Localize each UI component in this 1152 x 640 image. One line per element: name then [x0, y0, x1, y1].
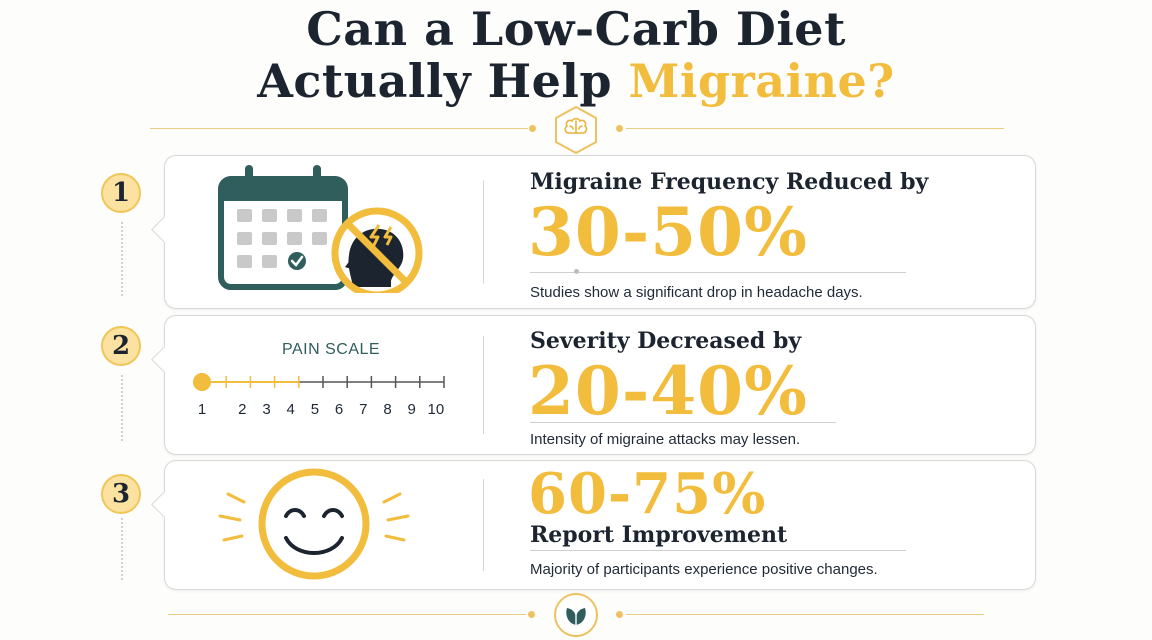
step-number-badge: 2 [101, 326, 141, 366]
card-notch [151, 491, 178, 518]
page-title-line-2: Actually Help Migraine? [0, 58, 1152, 104]
bottom-divider-right [626, 614, 984, 615]
pain-scale-tick-label: 4 [287, 401, 295, 418]
timeline-dots-3 [121, 518, 123, 580]
timeline-dots-2 [121, 375, 123, 441]
stat-underline [530, 272, 906, 273]
step-number-badge: 1 [101, 173, 141, 213]
pain-scale-tick-label: 6 [335, 401, 343, 418]
smiley-face-icon [218, 468, 410, 580]
stat-value: 20-40% [528, 352, 808, 430]
stat-description: Intensity of migraine attacks may lessen… [530, 431, 801, 448]
card-notch [151, 216, 178, 243]
pain-scale-tick-label: 5 [311, 401, 319, 418]
stat-underline [530, 422, 836, 423]
pain-scale-tick-label: 7 [359, 401, 367, 418]
page-title-line-1: Can a Low-Carb Diet [306, 2, 846, 56]
bottom-divider-left [168, 614, 526, 615]
step-number-badge: 3 [101, 474, 141, 514]
stat-card-severity [151, 315, 1036, 455]
title-accent-text: Migraine? [628, 54, 895, 108]
stat-description: Majority of participants experience posi… [530, 561, 878, 578]
card-separator [483, 336, 484, 434]
stat-value: 30-50% [528, 193, 808, 271]
top-divider-left [150, 128, 528, 129]
pain-scale-tick-label: 9 [408, 401, 416, 418]
bottom-divider-dot-right [616, 611, 623, 618]
leaf-icon [554, 593, 598, 637]
card-separator [483, 479, 484, 571]
pain-scale-tick-label: 2 [238, 401, 246, 418]
title-plain-text: Actually Help [257, 54, 612, 108]
bottom-divider-dot-left [528, 611, 535, 618]
brain-icon [555, 105, 597, 155]
pain-scale-tick-label: 8 [383, 401, 391, 418]
pain-scale-slider: 1 2 3 4 5 6 7 8 9 10 [193, 373, 445, 418]
card-notch [151, 346, 178, 373]
stat-description: Studies show a significant drop in heada… [530, 284, 863, 301]
stat-heading: Report Improvement [530, 522, 788, 548]
stat-heading: Migraine Frequency Reduced by [530, 169, 929, 195]
card-separator [483, 180, 484, 284]
pain-scale-label: PAIN SCALE [282, 341, 381, 358]
pain-scale-knob[interactable] [193, 373, 211, 391]
pain-scale-tick-label: 10 [428, 401, 445, 418]
stat-underline [530, 550, 906, 551]
stat-heading: Severity Decreased by [530, 328, 802, 354]
stat-value: 60-75% [528, 461, 767, 527]
top-divider-dot-right [616, 125, 623, 132]
pain-scale-tick-label: 1 [198, 401, 206, 418]
pain-scale-tick-label: 3 [262, 401, 270, 418]
calendar-no-headache-icon [218, 165, 423, 293]
stat-underline-marker [574, 269, 579, 274]
top-divider-right [626, 128, 1004, 129]
timeline-dots-1 [121, 222, 123, 296]
top-divider-dot-left [529, 125, 536, 132]
